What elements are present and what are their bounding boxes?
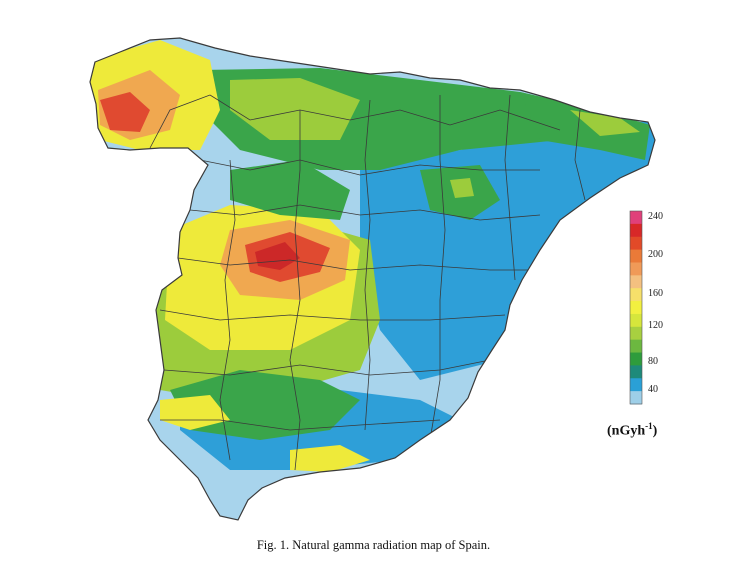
legend-tick-160: 160 xyxy=(648,288,663,299)
legend-tick-40: 40 xyxy=(648,384,658,395)
border-line xyxy=(504,94,516,281)
peak-zone-center xyxy=(255,242,300,270)
legend-unit-label: (nGyh-1) xyxy=(607,421,658,439)
border-line xyxy=(199,159,540,176)
legend-swatch xyxy=(630,326,642,341)
mid-high-zone-southwest xyxy=(160,395,230,430)
mid-zone-east xyxy=(450,178,474,198)
border-line xyxy=(364,99,371,431)
figure-caption: Fig. 1. Natural gamma radiation map of S… xyxy=(256,538,491,552)
legend-tick-240: 240 xyxy=(648,211,663,222)
legend-bar-border xyxy=(629,210,643,405)
legend-swatch xyxy=(630,211,642,225)
legend-swatch xyxy=(630,223,642,238)
border-line xyxy=(574,109,586,201)
legend-swatch xyxy=(630,288,642,302)
border-line xyxy=(177,257,530,271)
border-line xyxy=(163,359,491,376)
border-line xyxy=(159,309,506,321)
border-line xyxy=(289,110,301,471)
legend-swatch xyxy=(630,378,642,392)
legend-swatch xyxy=(630,339,642,354)
legend-tick-120: 120 xyxy=(648,320,663,331)
legend-swatch xyxy=(630,352,642,366)
mid-low-zone-center xyxy=(230,160,350,220)
legend-swatch xyxy=(630,275,642,289)
mid-zone-northeast xyxy=(570,110,640,136)
province-borders xyxy=(149,94,586,471)
border-line xyxy=(209,94,561,131)
legend-swatch xyxy=(630,313,642,328)
legend-tick-200: 200 xyxy=(648,249,663,260)
border-line xyxy=(429,95,446,441)
legend-swatch xyxy=(630,365,642,379)
legend-swatch xyxy=(630,262,642,276)
border-line xyxy=(160,419,441,431)
radiation-fill xyxy=(90,38,655,520)
mid-zone-north xyxy=(230,78,360,140)
legend-swatch xyxy=(630,301,642,315)
legend-swatch xyxy=(630,391,642,405)
legend-swatch xyxy=(630,236,642,251)
border-line xyxy=(189,204,541,221)
legend-color-bar xyxy=(629,210,643,405)
mid-low-zone-northeast xyxy=(520,92,650,160)
legend-tick-80: 80 xyxy=(648,356,658,367)
legend-swatch xyxy=(630,249,642,263)
very-high-zone-galicia xyxy=(100,92,150,132)
border-line xyxy=(149,94,211,149)
mid-high-zone-south-coast xyxy=(290,445,370,472)
border-line xyxy=(219,159,236,461)
